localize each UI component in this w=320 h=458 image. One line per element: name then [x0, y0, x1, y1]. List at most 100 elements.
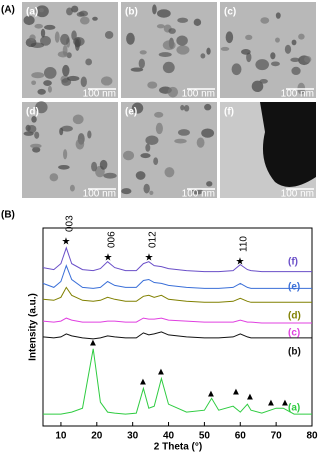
particle [204, 103, 212, 111]
particle [100, 76, 113, 86]
particle [291, 66, 301, 76]
particle [31, 80, 37, 86]
image-label: (c) [224, 7, 236, 18]
particle [201, 128, 215, 138]
series-line [43, 348, 312, 415]
particle [57, 51, 69, 58]
particle [154, 111, 164, 118]
image-label: (a) [26, 7, 38, 18]
particle [103, 172, 117, 179]
particle [58, 164, 70, 170]
particle [139, 50, 147, 55]
particle [245, 34, 253, 40]
series-label: (f) [288, 257, 298, 268]
particle [206, 47, 211, 55]
image-label: (f) [224, 107, 234, 118]
particle [71, 5, 79, 13]
x-axis-label: 2 Theta (°) [154, 442, 202, 453]
particle [251, 80, 264, 93]
particle [290, 57, 300, 63]
x-tick-label: 10 [55, 431, 67, 442]
particle [85, 58, 92, 66]
scale-bar-label: 100 nm [281, 89, 314, 100]
particle [298, 33, 305, 40]
particle [191, 188, 204, 195]
star: ★ [62, 237, 71, 248]
series-line [42, 264, 312, 289]
image-label: (b) [125, 7, 138, 18]
particle [92, 16, 98, 21]
particle [145, 143, 151, 152]
particle [275, 12, 281, 19]
particle [60, 33, 70, 46]
series-label: (e) [288, 282, 300, 293]
series-line [42, 246, 312, 273]
series-label: (a) [288, 403, 300, 414]
scale-bar-label: 100 nm [182, 89, 215, 100]
particle [168, 28, 176, 34]
particle [156, 24, 165, 29]
particle [153, 157, 159, 166]
particle [291, 39, 297, 46]
particle [66, 7, 73, 16]
particle [177, 129, 190, 136]
particle [32, 146, 41, 153]
triangle: ▲ [266, 398, 276, 409]
image-label: (d) [26, 107, 39, 118]
particle [200, 53, 206, 59]
x-tick-label: 80 [306, 431, 318, 442]
tem-image [121, 102, 217, 198]
particle [40, 35, 51, 46]
particle [140, 153, 151, 159]
particle [220, 46, 230, 51]
particle [147, 81, 158, 89]
particle [145, 135, 159, 145]
particle [176, 35, 188, 46]
particle [143, 183, 150, 194]
particle [176, 45, 190, 55]
particle [66, 75, 80, 82]
particle [304, 56, 312, 63]
particle [74, 38, 80, 51]
particle [158, 52, 172, 58]
particle [31, 72, 45, 79]
particle [162, 61, 175, 74]
particle [155, 122, 163, 135]
particle [63, 149, 68, 160]
scale-bar-label: 100 nm [83, 189, 116, 200]
x-tick-label: 40 [163, 431, 175, 442]
peak-label: 006 [107, 231, 118, 248]
series-label: (b) [288, 347, 301, 358]
particle [193, 18, 202, 27]
particle [23, 15, 35, 26]
particle [196, 137, 205, 148]
particle [104, 30, 114, 39]
particle [130, 67, 144, 72]
particle [246, 52, 252, 63]
particle [177, 17, 189, 23]
series-label: (c) [288, 328, 300, 339]
triangle: ▲ [156, 367, 166, 378]
particle [152, 4, 157, 15]
particle [260, 17, 270, 24]
particle [34, 23, 43, 29]
scale-bar-label: 100 nm [281, 189, 314, 200]
star: ★ [104, 253, 113, 264]
particle [225, 31, 234, 44]
scale-bar-label: 100 nm [182, 189, 215, 200]
particle [183, 104, 190, 112]
image-label: (e) [125, 107, 137, 118]
peak-markers: ★ ★ ★ ★ ▲ ▲ ▲ ▲ ▲ ▲ ▲ ▲ [62, 237, 290, 409]
particle [99, 159, 108, 170]
particle [162, 40, 176, 51]
particle [270, 52, 276, 60]
x-tick-label: 20 [91, 431, 103, 442]
particle [62, 64, 70, 77]
particle [80, 76, 87, 88]
series-line [42, 331, 312, 340]
particle [260, 102, 316, 187]
series-line [42, 286, 312, 303]
particle [76, 11, 85, 17]
scale-bar-label: 100 nm [83, 89, 116, 100]
